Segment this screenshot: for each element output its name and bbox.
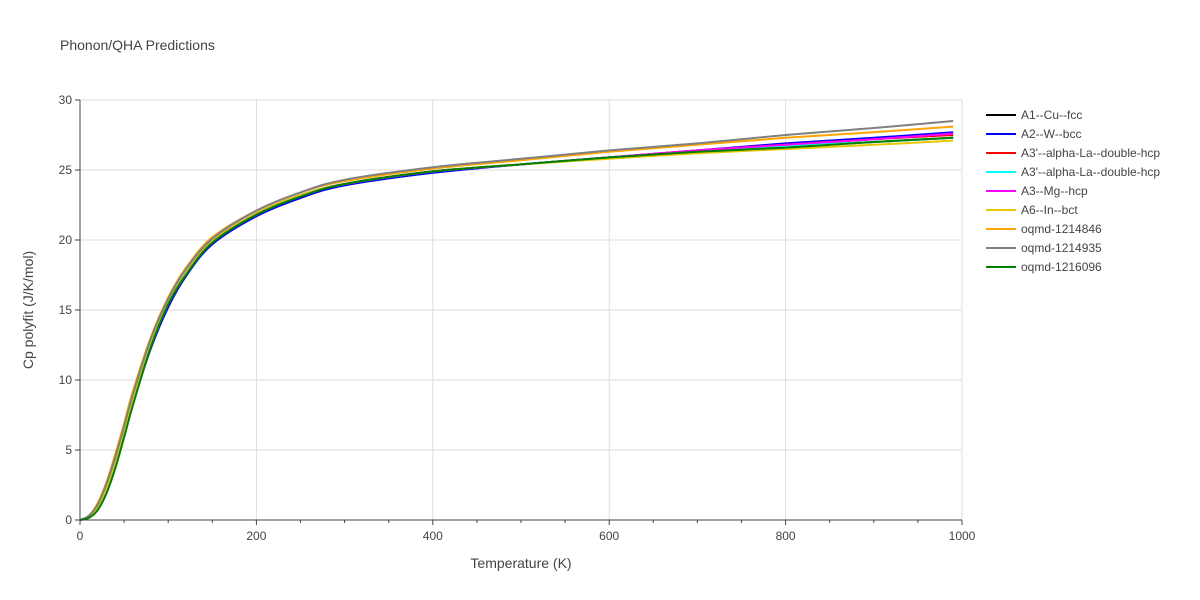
chart-title: Phonon/QHA Predictions	[60, 37, 215, 53]
y-tick-label: 25	[59, 163, 73, 177]
legend-item-3[interactable]: A3'--alpha-La--double-hcp	[986, 146, 1160, 160]
x-tick-label: 400	[423, 529, 443, 543]
legend-label: A1--Cu--fcc	[1021, 108, 1082, 122]
legend-item-2[interactable]: A2--W--bcc	[986, 127, 1081, 141]
legend-label: A3'--alpha-La--double-hcp	[1021, 146, 1160, 160]
series-line-6	[79, 139, 954, 521]
y-tick-label: 20	[59, 233, 73, 247]
series-line-7	[79, 125, 954, 521]
y-axis-title: Cp polyfit (J/K/mol)	[20, 251, 36, 369]
legend-label: A3'--alpha-La--double-hcp	[1021, 165, 1160, 179]
grid	[80, 99, 963, 520]
y-tick-label: 10	[59, 373, 73, 387]
legend[interactable]: A1--Cu--fcc A2--W--bcc A3'--alpha-La--doub…	[986, 108, 1160, 274]
x-axis-title: Temperature (K)	[470, 555, 571, 571]
legend-item-1[interactable]: A1--Cu--fcc	[986, 108, 1082, 122]
legend-item-9[interactable]: oqmd-1216096	[986, 260, 1102, 274]
series-line-1	[79, 136, 954, 521]
x-tick-label: 1000	[949, 529, 976, 543]
legend-item-5[interactable]: A3--Mg--hcp	[986, 184, 1088, 198]
series-line-3	[79, 134, 954, 521]
legend-item-6[interactable]: A6--In--bct	[986, 203, 1078, 217]
x-tick-label: 600	[599, 529, 619, 543]
x-tick-label: 800	[776, 529, 796, 543]
legend-label: oqmd-1216096	[1021, 260, 1102, 274]
legend-label: A6--In--bct	[1021, 203, 1078, 217]
y-tick-label: 5	[65, 443, 72, 457]
plot-area	[79, 120, 954, 521]
x-tick-label: 0	[77, 529, 84, 543]
y-tick-label: 0	[65, 513, 72, 527]
series-line-4	[79, 136, 954, 521]
y-tick-label: 30	[59, 93, 73, 107]
x-tick-label: 200	[246, 529, 266, 543]
legend-label: oqmd-1214935	[1021, 241, 1102, 255]
legend-item-7[interactable]: oqmd-1214846	[986, 222, 1102, 236]
axes: 0 200 400 600 800 1000 0 5 10 15 20 25 30	[59, 93, 976, 543]
series-line-5	[79, 132, 954, 521]
legend-label: oqmd-1214846	[1021, 222, 1102, 236]
series-line-2	[79, 131, 954, 521]
series-line-9	[79, 136, 954, 521]
legend-item-4[interactable]: A3'--alpha-La--double-hcp	[986, 165, 1160, 179]
legend-item-8[interactable]: oqmd-1214935	[986, 241, 1102, 255]
y-tick-label: 15	[59, 303, 73, 317]
legend-label: A2--W--bcc	[1021, 127, 1081, 141]
series-line-8	[79, 120, 954, 521]
legend-label: A3--Mg--hcp	[1021, 184, 1088, 198]
